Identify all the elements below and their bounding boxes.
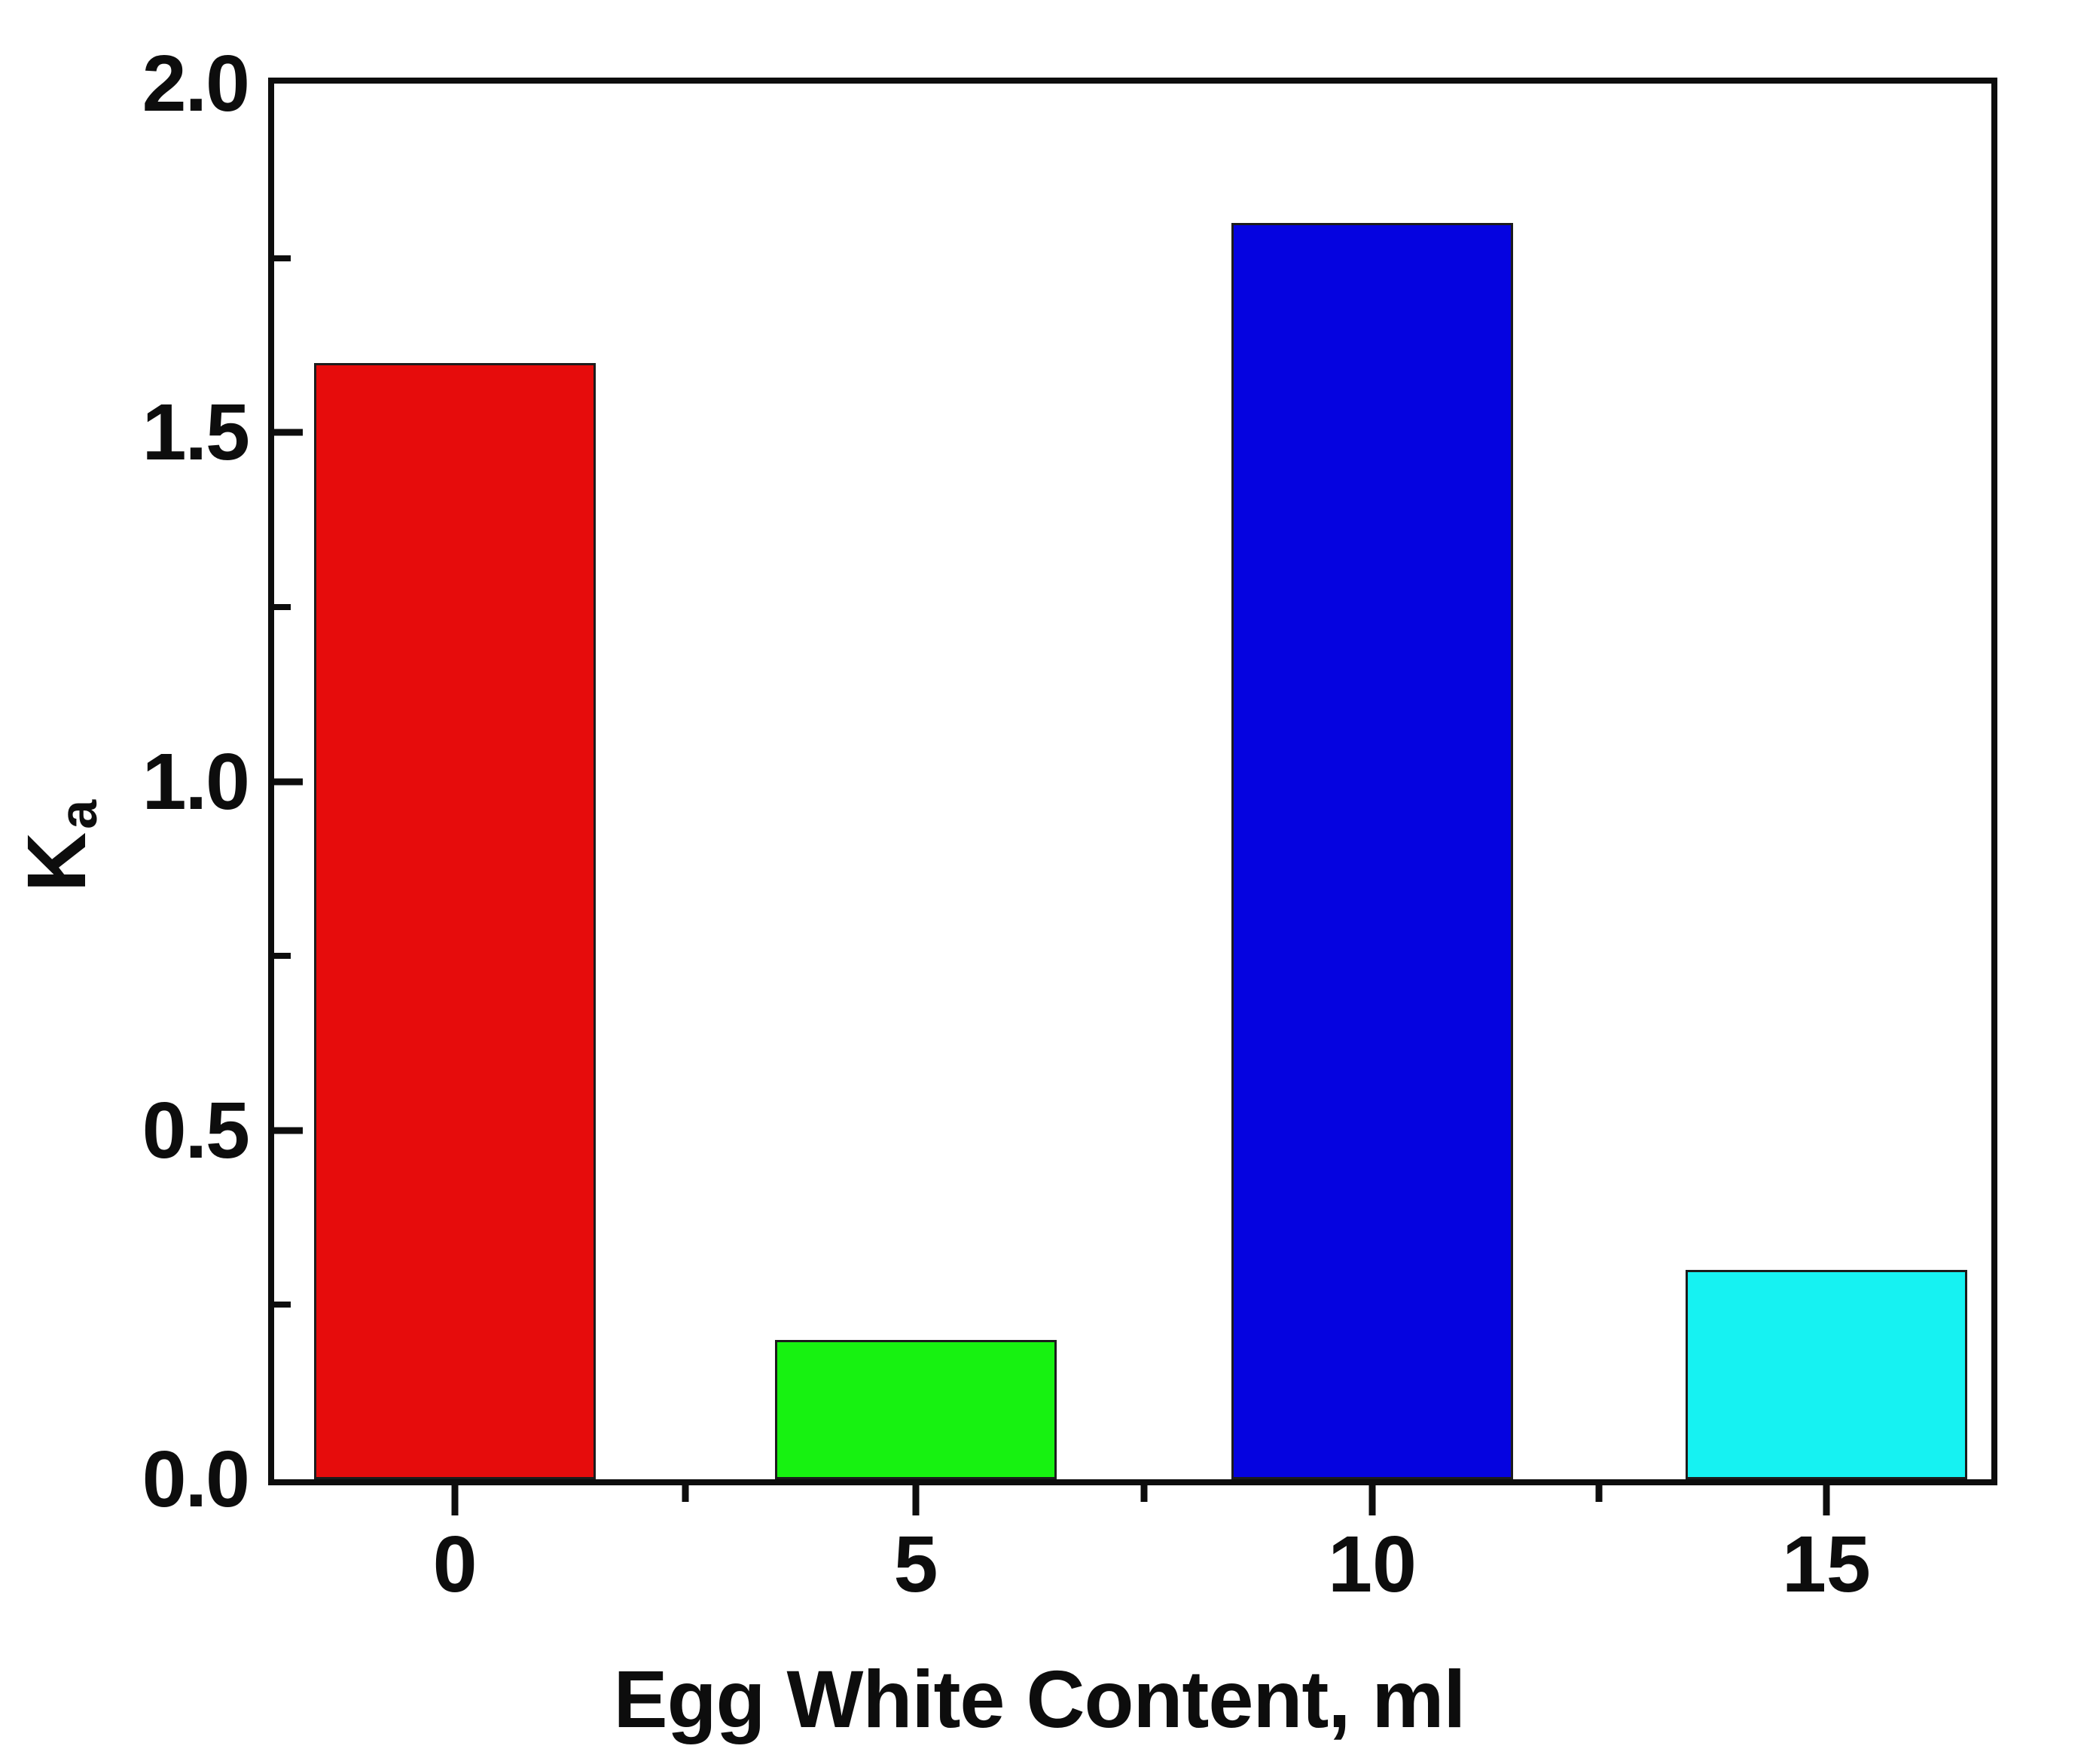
y-tick-label: 1.0 xyxy=(142,737,250,826)
bar-10ml xyxy=(1231,223,1513,1479)
plot-area xyxy=(268,78,1997,1515)
x-minor-tick-mark xyxy=(1140,1485,1148,1502)
y-tick-label: 0.5 xyxy=(142,1085,250,1175)
y-axis-title-main: K xyxy=(11,832,103,893)
y-minor-tick-mark xyxy=(274,953,291,960)
y-major-tick-mark xyxy=(274,778,303,785)
x-minor-tick-mark xyxy=(682,1485,689,1502)
x-tick-label: 0 xyxy=(432,1520,478,1609)
y-major-tick-mark xyxy=(274,1127,303,1134)
x-tick-label: 15 xyxy=(1781,1520,1871,1609)
y-minor-tick-mark xyxy=(274,255,291,261)
y-tick-label: 1.5 xyxy=(142,388,250,478)
x-tick-label: 5 xyxy=(893,1520,938,1609)
bar-5ml xyxy=(775,1339,1057,1479)
x-major-tick-mark xyxy=(1368,1485,1376,1515)
x-minor-tick-mark xyxy=(1595,1485,1603,1502)
bar-0ml xyxy=(314,362,597,1479)
y-tick-label: 2.0 xyxy=(142,39,250,128)
y-minor-tick-mark xyxy=(274,603,291,610)
x-tick-label: 10 xyxy=(1328,1520,1417,1609)
x-major-tick-mark xyxy=(912,1485,920,1515)
bar-15ml xyxy=(1685,1270,1967,1479)
y-tick-label: 0.0 xyxy=(142,1435,250,1524)
x-major-tick-mark xyxy=(1823,1485,1830,1515)
y-minor-tick-mark xyxy=(274,1302,291,1308)
x-axis-title: Egg White Content, ml xyxy=(613,1653,1466,1744)
x-major-tick-mark xyxy=(451,1485,459,1515)
y-major-tick-mark xyxy=(274,429,303,436)
